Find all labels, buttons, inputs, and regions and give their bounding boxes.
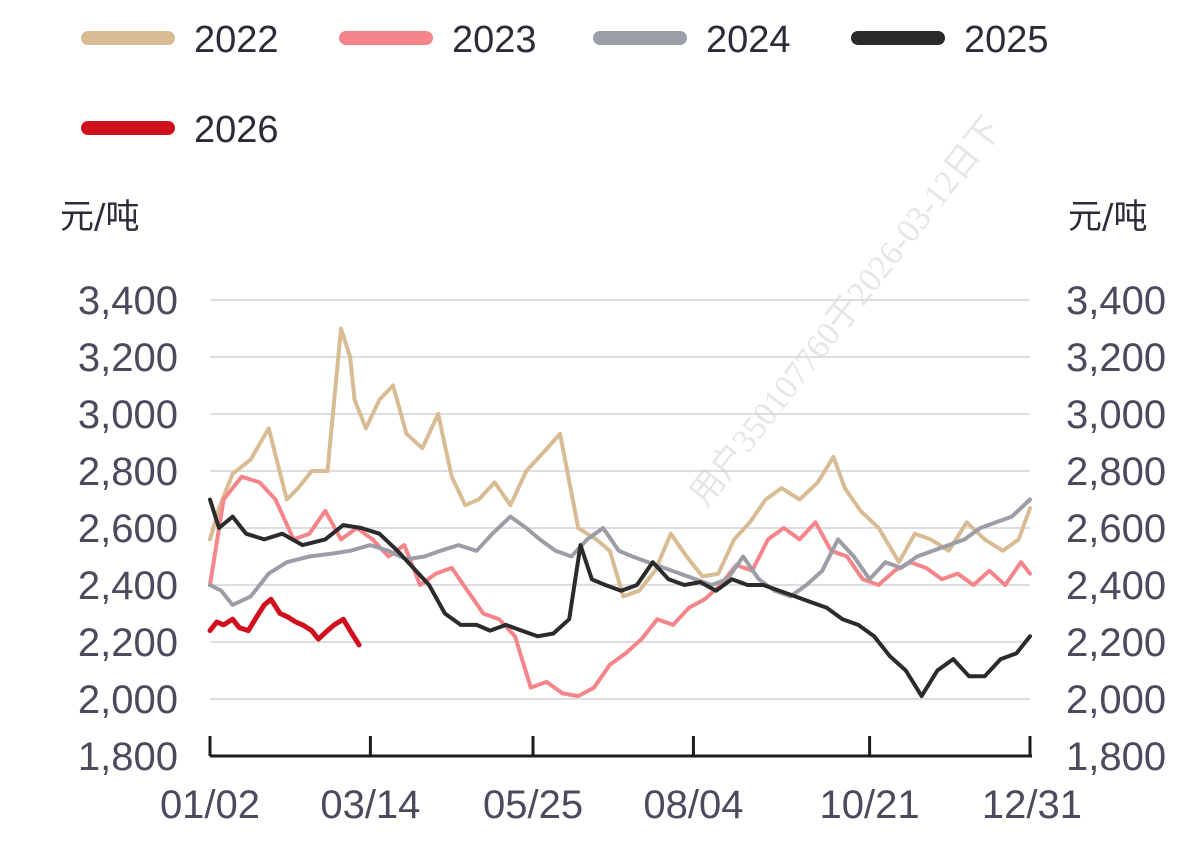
x-tick-label: 12/31 — [982, 783, 1082, 827]
left-axis-unit: 元/吨 — [60, 197, 139, 237]
y-tick-label-right: 3,400 — [1066, 279, 1166, 323]
legend-label-2026: 2026 — [194, 109, 279, 151]
watermark: 用户350107760于2026-03-12日下 — [682, 110, 1008, 513]
series-line-2026 — [207, 596, 362, 648]
y-tick-label-right: 3,200 — [1066, 336, 1166, 380]
y-tick-label-left: 2,000 — [78, 678, 178, 722]
x-tick-label: 01/02 — [160, 783, 260, 827]
x-tick-label: 05/25 — [483, 783, 583, 827]
y-tick-label-left: 2,200 — [78, 621, 178, 665]
series-line-2025 — [208, 497, 1032, 699]
y-tick-label-right: 2,400 — [1066, 564, 1166, 608]
series-line-2024 — [208, 497, 1032, 607]
y-tick-label-right: 1,800 — [1066, 735, 1166, 779]
gridlines — [210, 299, 1030, 700]
legend-label-2023: 2023 — [452, 19, 537, 61]
y-tick-label-left: 2,600 — [78, 507, 178, 551]
y-tick-label-left: 1,800 — [78, 735, 178, 779]
y-axis-right: 1,800 2,000 2,200 2,400 2,600 2,800 3,000 3,200… — [1066, 279, 1166, 779]
legend-label-2022: 2022 — [194, 19, 279, 61]
y-tick-label-right: 2,000 — [1066, 678, 1166, 722]
x-axis: 01/02 03/14 05/25 08/04 10/21 12/31 — [160, 736, 1082, 827]
x-tick-label: 08/04 — [643, 783, 743, 827]
y-tick-label-right: 2,800 — [1066, 450, 1166, 494]
y-axis-left: 1,800 2,000 2,200 2,400 2,600 2,800 3,000 3,200… — [78, 279, 178, 779]
y-tick-label-left: 3,000 — [78, 393, 178, 437]
x-tick-label: 03/14 — [320, 783, 420, 827]
y-tick-label-right: 2,200 — [1066, 621, 1166, 665]
x-tick-label: 10/21 — [820, 783, 920, 827]
legend-label-2024: 2024 — [706, 19, 791, 61]
y-tick-label-left: 3,200 — [78, 336, 178, 380]
y-tick-label-left: 2,400 — [78, 564, 178, 608]
y-tick-label-right: 3,000 — [1066, 393, 1166, 437]
legend-label-2025: 2025 — [964, 19, 1049, 61]
plot-area — [207, 326, 1032, 699]
y-tick-label-right: 2,600 — [1066, 507, 1166, 551]
legend: 2022 2023 2024 2025 2026 — [81, 19, 1049, 151]
right-axis-unit: 元/吨 — [1068, 197, 1147, 237]
series-line-2022 — [208, 326, 1032, 599]
y-tick-label-left: 2,800 — [78, 450, 178, 494]
y-tick-label-left: 3,400 — [78, 279, 178, 323]
